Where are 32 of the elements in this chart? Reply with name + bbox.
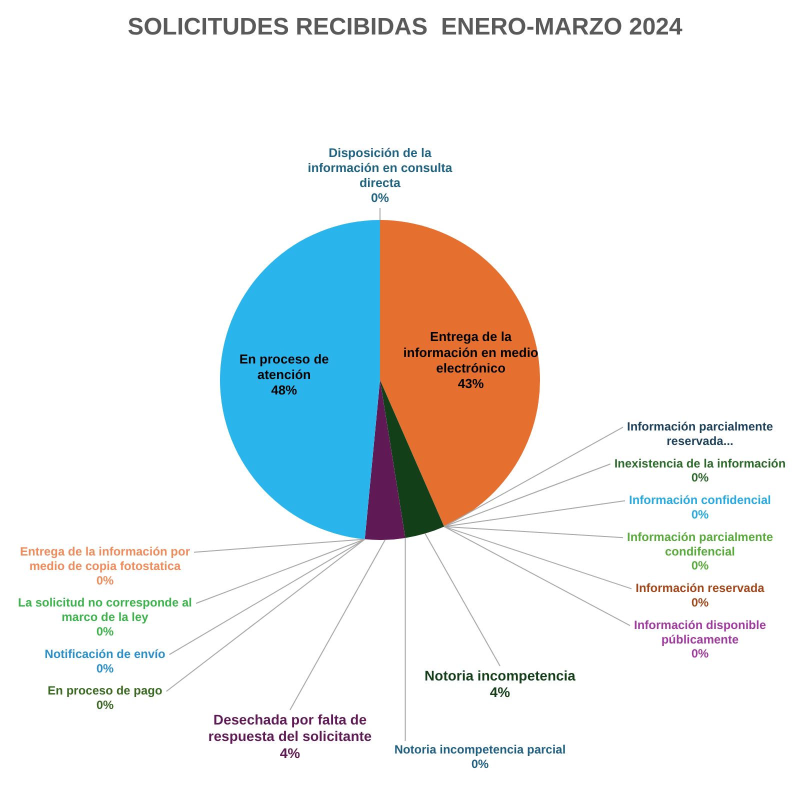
text: 0% <box>96 698 114 712</box>
category-label: En proceso de pago <box>48 684 162 698</box>
category-label: Disposición de la información en consulta directa <box>308 146 452 190</box>
category-label: Notoria incompetencia parcial <box>394 742 566 757</box>
text: 0% <box>96 661 114 676</box>
text: 0% <box>691 596 709 610</box>
category-label: Notificación de envío <box>44 646 166 661</box>
category-label: Información disponible públicamente <box>634 618 766 646</box>
text: 0% <box>96 624 114 639</box>
data-label: 4% <box>490 684 511 700</box>
text: 0% <box>691 508 709 522</box>
text: 0% <box>96 573 114 588</box>
category-label: La solicitud no corresponde al marco de la ley <box>18 596 192 624</box>
category-label: Información confidencial <box>628 493 772 508</box>
category-label: Entrega de la información por medio de copia fotostatica <box>20 544 190 573</box>
chart-title: SOLICITUDES RECIBIDAS ENERO-MARZO 2024 <box>128 14 684 41</box>
data-label: 4% <box>280 744 301 761</box>
text: 0% <box>691 646 709 661</box>
slice-label: En proceso de atención <box>239 351 329 382</box>
category-label: Inexistencia de la información <box>614 456 786 470</box>
data-label: 43% <box>458 376 484 391</box>
text: 0% <box>691 470 709 485</box>
slice-label: Notoria incompetencia <box>424 667 576 684</box>
slice-label: Entrega de la información en medio electrónico <box>403 329 538 376</box>
category-label: Información reservada <box>636 581 764 596</box>
text: 0% <box>370 190 390 205</box>
text: 0% <box>691 558 709 573</box>
data-label: 48% <box>271 382 298 398</box>
text: 0% <box>471 756 489 771</box>
category-label: Información parcialmente condifencial <box>626 530 774 558</box>
slice-label: Desechada por falta de respuesta del solicitante <box>208 711 372 744</box>
category-label: Información parcialmente reservada... <box>626 420 774 448</box>
